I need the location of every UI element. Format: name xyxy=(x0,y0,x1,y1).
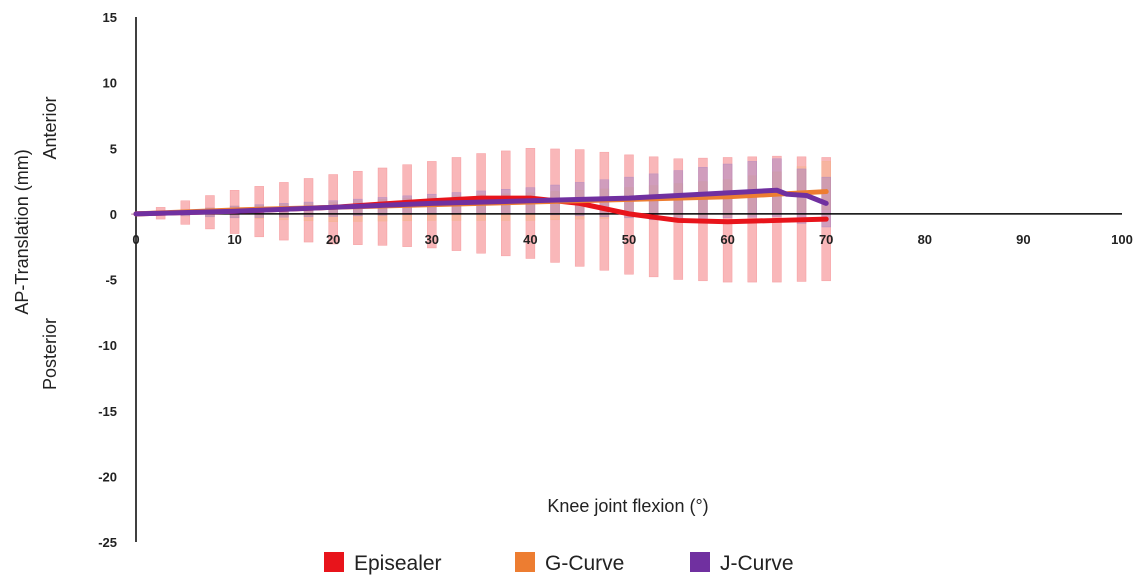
x-tick-label: 60 xyxy=(720,232,734,247)
legend-label: J-Curve xyxy=(720,552,794,575)
y-tick-label: 5 xyxy=(110,141,117,156)
legend-swatch xyxy=(515,552,535,572)
y-tick-labels: 15 10 5 0 -5 -10 -15 -20 -25 xyxy=(98,10,117,550)
legend-label: Episealer xyxy=(354,552,442,575)
x-axis-title: Knee joint flexion (°) xyxy=(547,496,708,516)
x-tick-label: 30 xyxy=(425,232,439,247)
y-tick-label: 15 xyxy=(103,10,117,25)
legend-item-g-curve: G-Curve xyxy=(515,552,624,575)
x-tick-labels: 0 10 20 30 40 50 60 70 80 90 100 xyxy=(132,232,1132,247)
y-tick-label: -5 xyxy=(105,273,117,288)
y-tick-label: 10 xyxy=(103,76,117,91)
x-tick-label: 0 xyxy=(132,232,139,247)
x-tick-label: 100 xyxy=(1111,232,1133,247)
error-bands xyxy=(131,148,831,283)
legend-item-episealer: Episealer xyxy=(324,552,442,575)
y-axis-title: AP-Translation (mm) xyxy=(12,149,32,314)
posterior-label: Posterior xyxy=(40,318,60,390)
legend-label: G-Curve xyxy=(545,552,624,575)
x-tick-label: 70 xyxy=(819,232,833,247)
series-lines xyxy=(133,187,829,225)
x-tick-label: 40 xyxy=(523,232,537,247)
x-tick-label: 10 xyxy=(227,232,241,247)
legend-swatch xyxy=(324,552,344,572)
y-tick-label: -20 xyxy=(98,469,117,484)
x-tick-label: 20 xyxy=(326,232,340,247)
x-tick-label: 90 xyxy=(1016,232,1030,247)
series-line-j-curve xyxy=(133,187,829,217)
axes xyxy=(135,17,1122,542)
y-tick-label: 0 xyxy=(110,207,117,222)
x-tick-label: 50 xyxy=(622,232,636,247)
y-tick-label: -25 xyxy=(98,535,117,550)
error-bar xyxy=(772,158,782,217)
y-tick-label: -10 xyxy=(98,338,117,353)
legend-item-j-curve: J-Curve xyxy=(690,552,794,575)
anterior-label: Anterior xyxy=(40,96,60,159)
y-tick-label: -15 xyxy=(98,404,117,419)
legend: Episealer G-Curve J-Curve xyxy=(324,552,794,575)
x-tick-label: 80 xyxy=(918,232,932,247)
legend-swatch xyxy=(690,552,710,572)
